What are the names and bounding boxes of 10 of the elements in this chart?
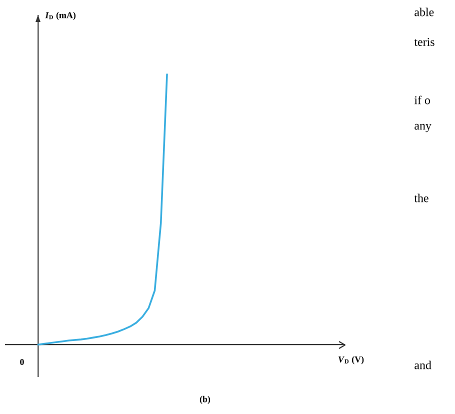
text: and bbox=[414, 360, 432, 370]
text: I$_{D}$ (mA) bbox=[45, 12, 76, 20]
text: 0 bbox=[20, 358, 24, 366]
text: (b) bbox=[200, 396, 210, 404]
x-axis-title: V$_{D}$ (V) bbox=[338, 356, 364, 364]
text: any bbox=[414, 124, 432, 132]
text: teris bbox=[414, 38, 434, 46]
text: the bbox=[414, 194, 428, 202]
text: if o bbox=[414, 96, 430, 104]
text: able bbox=[414, 8, 434, 16]
